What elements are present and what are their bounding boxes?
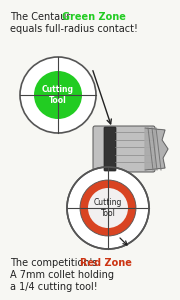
Text: The competition's: The competition's: [10, 258, 100, 268]
Circle shape: [20, 57, 96, 133]
Circle shape: [34, 71, 82, 119]
Circle shape: [67, 167, 149, 249]
Text: The Centaur: The Centaur: [10, 12, 73, 22]
Text: Green Zone: Green Zone: [62, 12, 126, 22]
Text: A 7mm collet holding: A 7mm collet holding: [10, 270, 114, 280]
Circle shape: [80, 180, 136, 236]
Text: Cutting
Tool: Cutting Tool: [94, 198, 122, 218]
Text: a 1/4 cutting tool!: a 1/4 cutting tool!: [10, 282, 98, 292]
Text: Red Zone: Red Zone: [80, 258, 132, 268]
Circle shape: [88, 188, 128, 228]
Text: Cutting
Tool: Cutting Tool: [42, 85, 74, 105]
Text: equals full-radius contact!: equals full-radius contact!: [10, 24, 138, 34]
Polygon shape: [145, 128, 168, 170]
FancyBboxPatch shape: [93, 126, 155, 172]
FancyBboxPatch shape: [104, 127, 116, 171]
